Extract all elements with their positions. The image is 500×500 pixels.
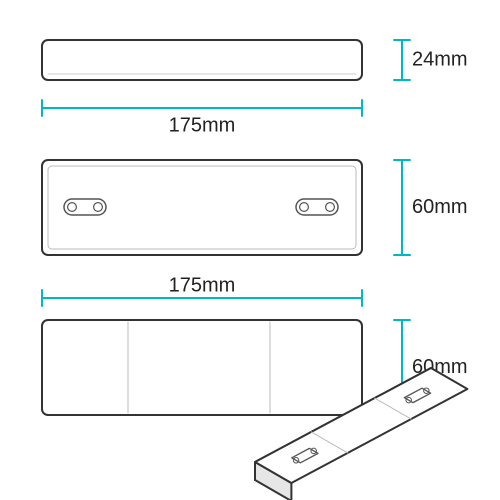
dim-label-width-side: 175mm (169, 114, 236, 136)
dim-label-height-bottom: 60mm (412, 196, 468, 218)
side-view: 175mm 24mm (42, 40, 468, 136)
dim-label-height-side: 24mm (412, 48, 468, 70)
dim-label-width-top: 175mm (169, 274, 236, 296)
tech-drawing: 175mm24mm60mm175mm60mm (0, 0, 500, 500)
bottom-view: 60mm (42, 160, 468, 255)
